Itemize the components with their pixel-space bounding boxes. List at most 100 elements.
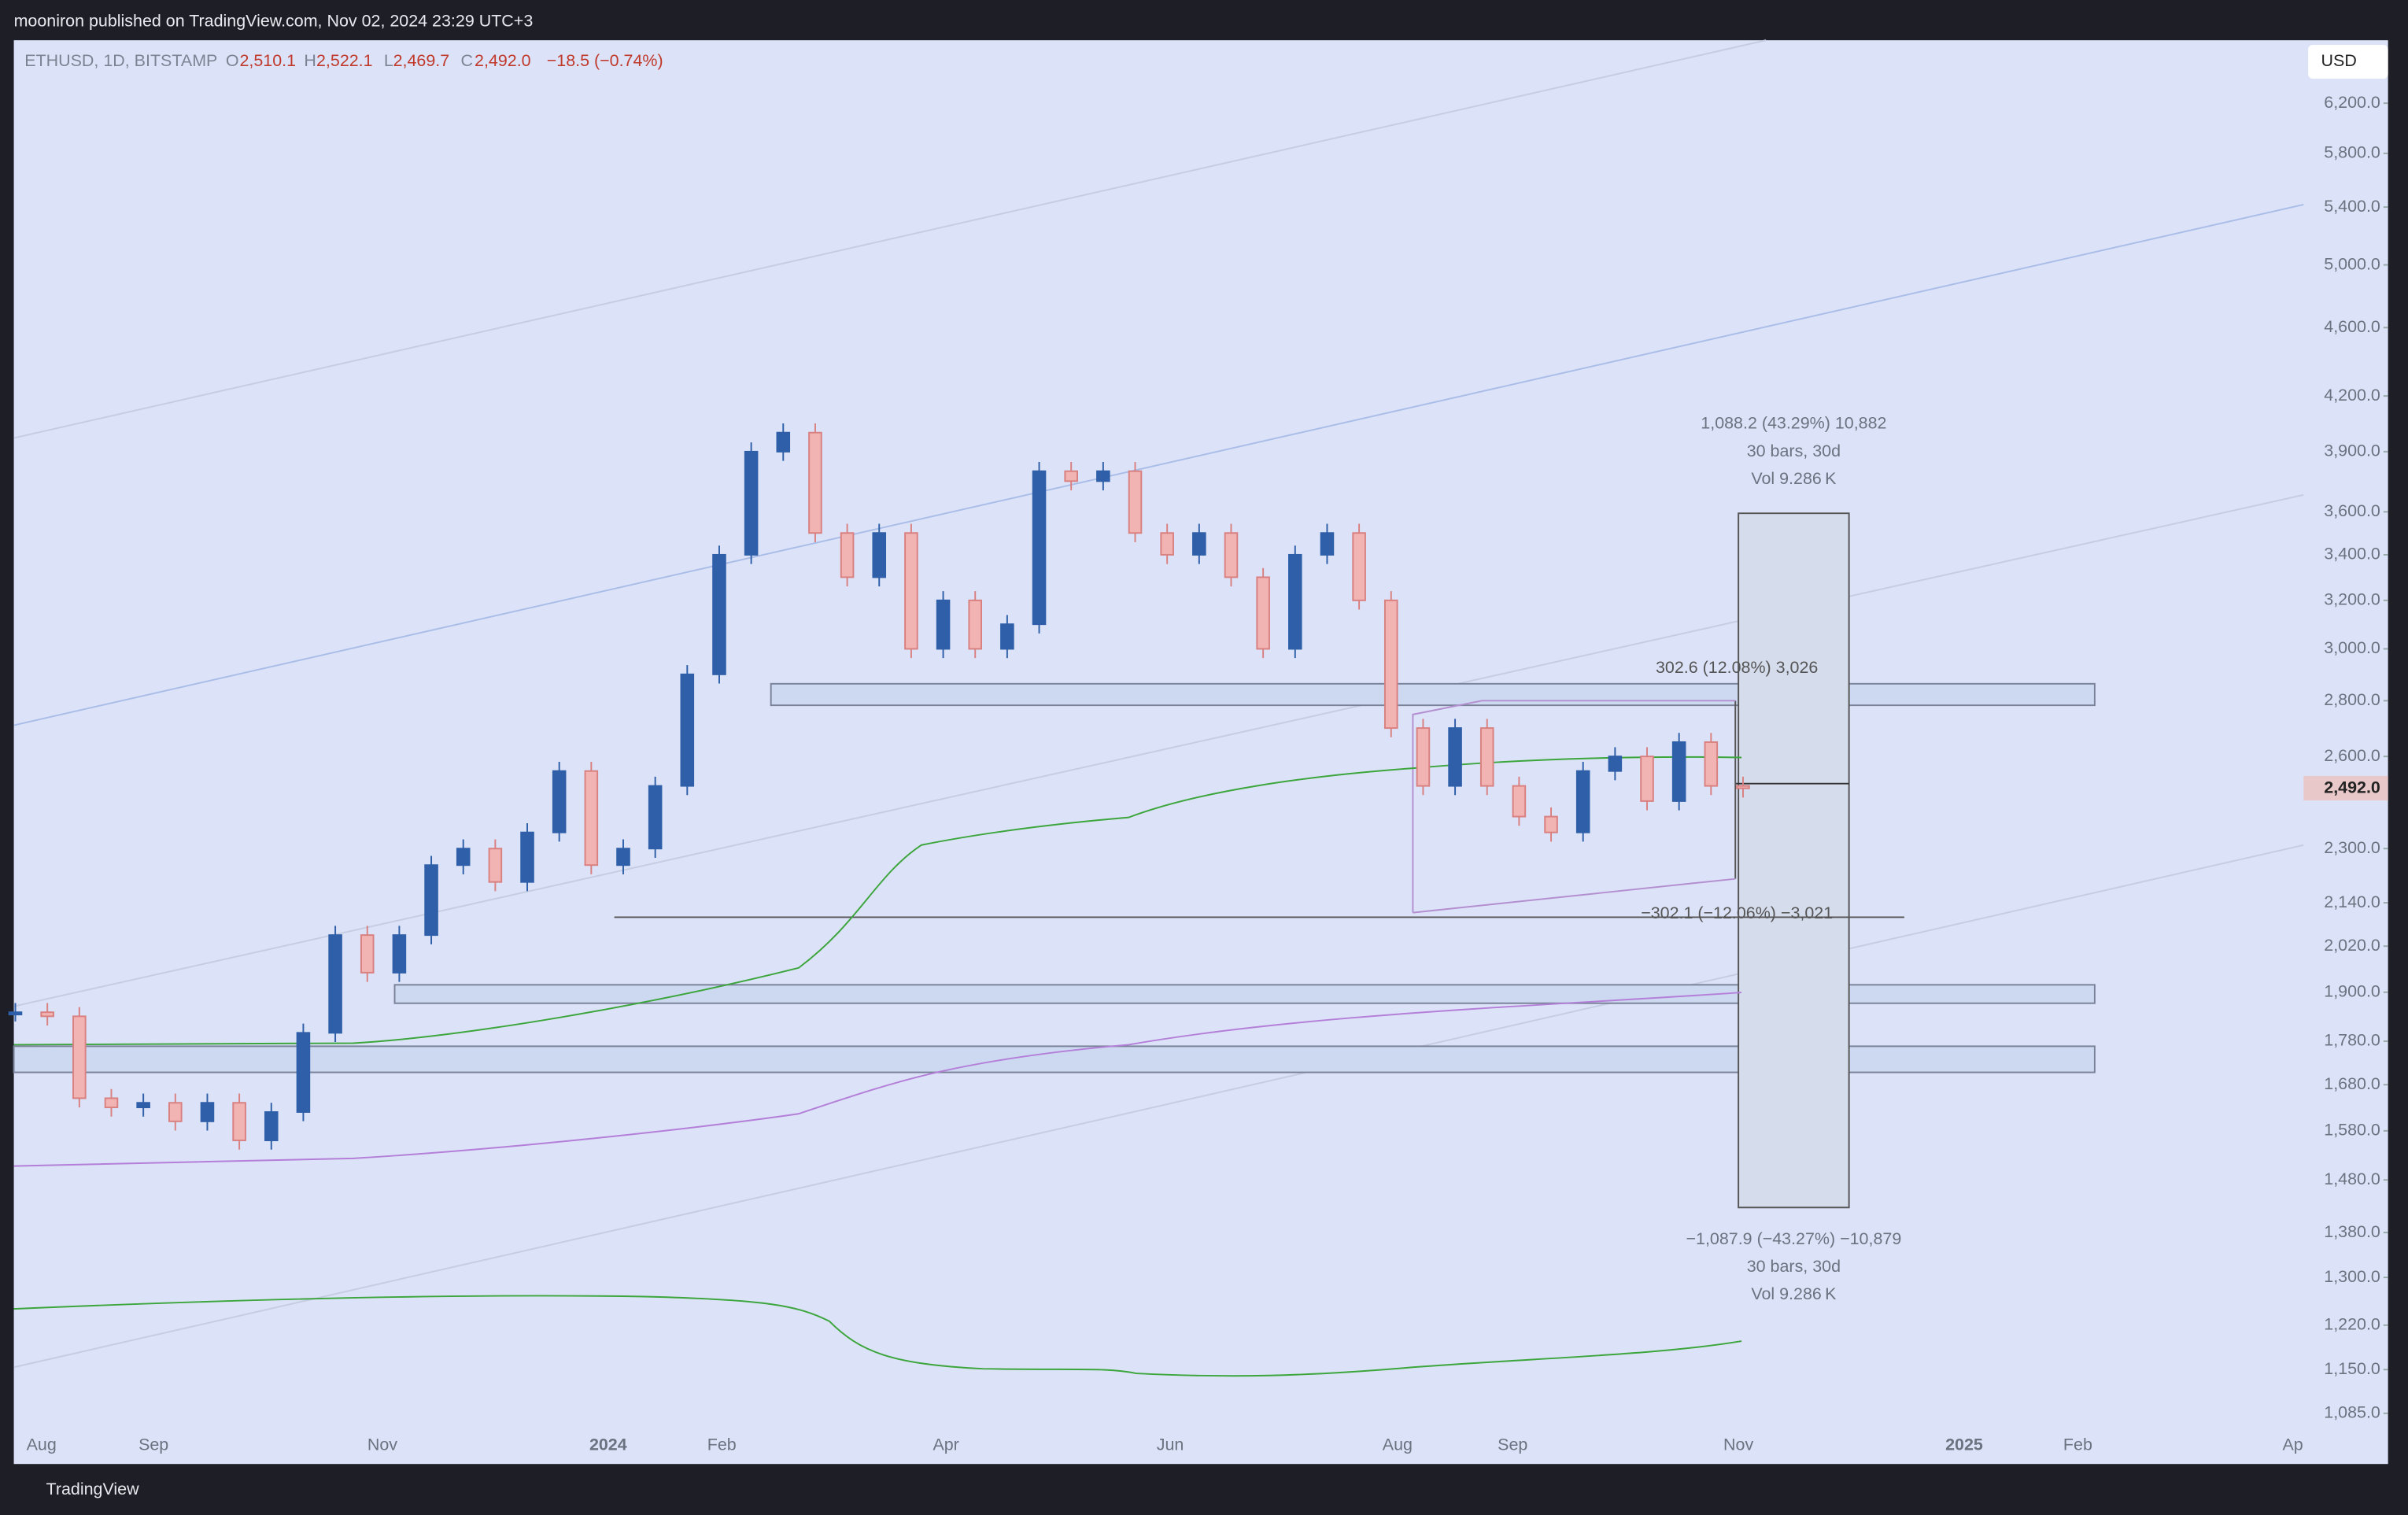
candle [72, 1015, 87, 1099]
trend-line [13, 39, 1767, 439]
candle [1575, 770, 1590, 833]
candle [744, 450, 759, 556]
price-label: 1,480.0 [2324, 1170, 2380, 1188]
candle [296, 1032, 311, 1113]
price-label: 5,400.0 [2324, 197, 2380, 216]
measure-label: 30 bars, 30d [1747, 442, 1841, 460]
candle [264, 1110, 279, 1141]
candle [1671, 741, 1686, 802]
range-label: −302.1 (−12.06%) −3,021 [1641, 903, 1833, 922]
legend-item: 2,510.1 [239, 51, 296, 70]
price-label: 5,800.0 [2324, 143, 2380, 162]
triangle [1412, 700, 1736, 913]
trend-line [13, 844, 2304, 1369]
price-label: 4,600.0 [2324, 317, 2380, 336]
price-label: 3,000.0 [2324, 638, 2380, 657]
candle [1320, 532, 1335, 556]
price-label: 1,300.0 [2324, 1267, 2380, 1286]
price-label: 3,900.0 [2324, 442, 2380, 460]
candle [1704, 741, 1719, 787]
trend-line [13, 203, 2304, 726]
candle [200, 1102, 215, 1122]
legend-item: H [304, 51, 316, 70]
legend-item: O [226, 51, 239, 70]
measure-label: −1,087.9 (−43.27%) −10,879 [1686, 1229, 1902, 1248]
candle [1160, 532, 1174, 556]
time-label: Aug [1383, 1435, 1413, 1454]
currency-button[interactable] [2308, 44, 2388, 79]
candle [872, 532, 887, 578]
time-label: Aug [27, 1435, 57, 1454]
time-label: Feb [707, 1435, 737, 1454]
price-label: 2,600.0 [2324, 746, 2380, 765]
candle [456, 848, 471, 867]
candle [840, 532, 855, 578]
trend-line [13, 493, 2304, 1007]
time-label: Nov [1723, 1435, 1753, 1454]
candle [1288, 553, 1302, 650]
candle [1448, 727, 1462, 787]
legend-item: 2,469.7 [393, 51, 450, 70]
candle [1256, 576, 1270, 650]
brand: TradingView [46, 1480, 140, 1498]
candle [1416, 727, 1431, 787]
moving-average [13, 992, 1742, 1167]
measure-box [1738, 512, 1850, 1209]
candle [584, 770, 599, 867]
candle [1000, 623, 1014, 650]
last-price-tag [2303, 775, 2388, 801]
price-label: 3,400.0 [2324, 545, 2380, 564]
price-label: 1,780.0 [2324, 1031, 2380, 1050]
candle [488, 848, 503, 883]
candle [168, 1102, 183, 1122]
measure-label: 30 bars, 30d [1747, 1257, 1841, 1276]
time-label: Jun [1157, 1435, 1184, 1454]
candle [1479, 727, 1494, 787]
candle [648, 785, 663, 850]
triangle [1413, 878, 1736, 914]
time-label: Feb [2063, 1435, 2092, 1454]
time-label: 2024 [589, 1435, 627, 1454]
legend-item: −18.5 (−0.74%) [547, 51, 663, 70]
price-label: 6,200.0 [2324, 93, 2380, 112]
legend-item: 2,492.0 [475, 51, 531, 70]
time-label: Sep [1498, 1435, 1527, 1454]
time-label: Sep [138, 1435, 168, 1454]
candle [360, 934, 375, 974]
price-label: 3,200.0 [2324, 590, 2380, 609]
drawings [13, 39, 2388, 1377]
candle [520, 831, 534, 883]
currency-label: USD [2321, 51, 2357, 70]
candle [1096, 470, 1110, 482]
candle [1512, 785, 1527, 818]
candle [328, 934, 342, 1034]
candle [1383, 599, 1398, 730]
candle [1128, 470, 1143, 534]
price-label: 1,680.0 [2324, 1074, 2380, 1093]
candle [1352, 532, 1366, 601]
candle [904, 532, 918, 650]
time-label: Apr [933, 1435, 958, 1454]
price-label: 5,000.0 [2324, 254, 2380, 273]
candle [1224, 532, 1239, 578]
chart-pane [13, 40, 2388, 1465]
time-label: Ap [2283, 1435, 2303, 1454]
price-label: 2,800.0 [2324, 690, 2380, 709]
candle [1736, 785, 1750, 789]
candle [392, 934, 407, 974]
candle [968, 599, 983, 650]
candle [136, 1102, 150, 1109]
candle [712, 553, 726, 675]
price-label: 1,150.0 [2324, 1359, 2380, 1378]
measure-label: Vol 9.286 K [1751, 469, 1837, 488]
price-label: 1,900.0 [2324, 981, 2380, 1000]
price-label: 4,200.0 [2324, 386, 2380, 405]
price-label: 2,140.0 [2324, 892, 2380, 911]
moving-average [13, 756, 1742, 1046]
legend-item: C [460, 51, 473, 70]
last-price: 2,492.0 [2324, 778, 2380, 796]
candle [1192, 532, 1206, 556]
candle [616, 848, 630, 867]
price-label: 2,300.0 [2324, 838, 2380, 857]
